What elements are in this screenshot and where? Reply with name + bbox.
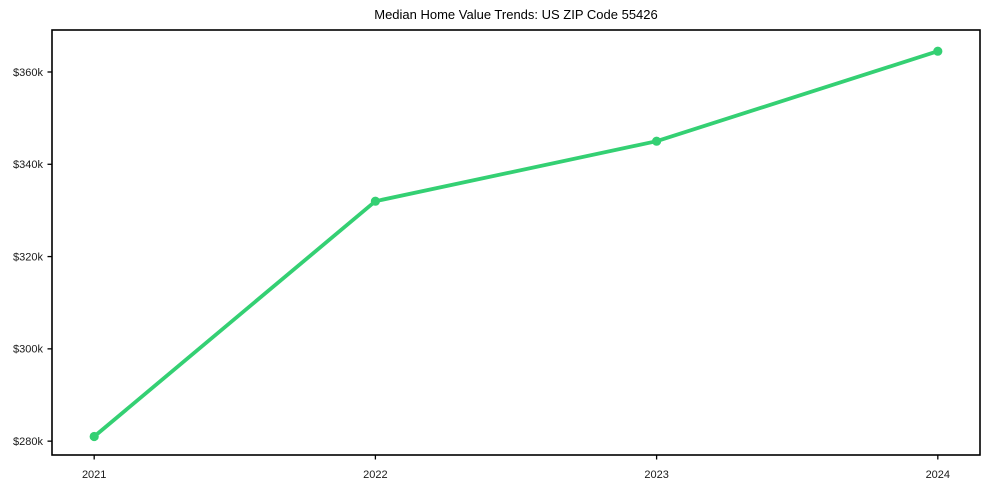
trend-line — [92, 49, 940, 439]
data-point-marker — [652, 136, 662, 146]
data-point-marker — [933, 46, 943, 56]
y-tick-label: $280k — [13, 436, 43, 448]
plot-border — [51, 29, 981, 456]
x-tick-label: 2023 — [644, 469, 668, 481]
x-tick-label: 2024 — [926, 469, 950, 481]
x-tick-label: 2021 — [82, 469, 106, 481]
data-point-marker — [89, 431, 99, 442]
data-point-marker — [370, 196, 380, 206]
chart-title: Median Home Value Trends: US ZIP Code 55… — [374, 7, 658, 22]
x-tick-label: 2022 — [363, 469, 387, 481]
y-tick-label: $360k — [13, 67, 43, 79]
y-tick-label: $320k — [13, 251, 43, 263]
y-tick-label: $340k — [13, 159, 43, 171]
y-tick-label: $300k — [13, 344, 43, 356]
